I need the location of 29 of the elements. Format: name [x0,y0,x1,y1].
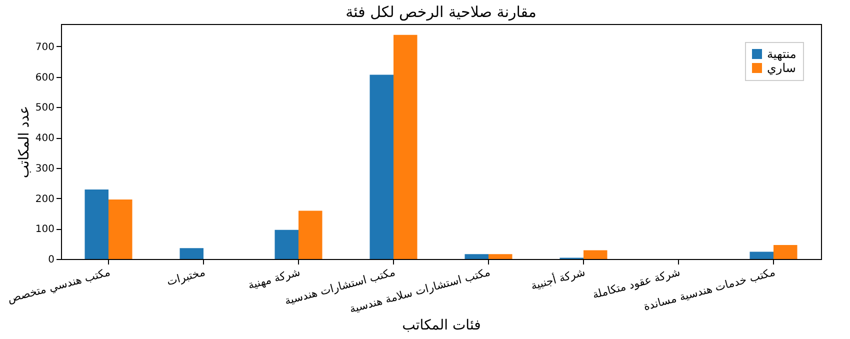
x-axis-title: فئات المكاتب [402,318,481,334]
bar [370,74,394,259]
legend-label: منتهية [767,47,796,61]
y-tick-label: 600 [35,72,54,84]
bar [774,245,798,259]
bar [394,34,418,259]
bar [584,250,608,259]
x-tick-label: شركة مهنية [246,266,302,292]
bar [750,252,774,259]
x-tick-label: مختبرات [165,266,207,288]
bar [180,248,204,259]
bar [464,254,488,259]
bar [488,254,512,259]
bar [84,189,108,259]
y-tick-label: 500 [35,102,54,114]
y-tick-label: 300 [35,163,54,174]
x-tick-label: مكتب هندسي متخصص [6,266,112,306]
y-tick-label: 0 [48,254,54,266]
y-tick-label: 400 [35,133,54,144]
bar [298,210,322,259]
y-tick-label: 200 [35,194,54,205]
y-tick-label: 700 [35,42,54,53]
chart-title: مقارنة صلاحية الرخص لكل فئة [346,3,536,21]
y-axis-title: عدد المكاتب [16,106,32,178]
x-tick-label: شركة أجنبية [529,264,587,292]
y-tick-label: 100 [35,224,54,236]
legend-label: ساري [767,61,796,75]
bar [274,230,298,259]
bar [108,199,132,259]
